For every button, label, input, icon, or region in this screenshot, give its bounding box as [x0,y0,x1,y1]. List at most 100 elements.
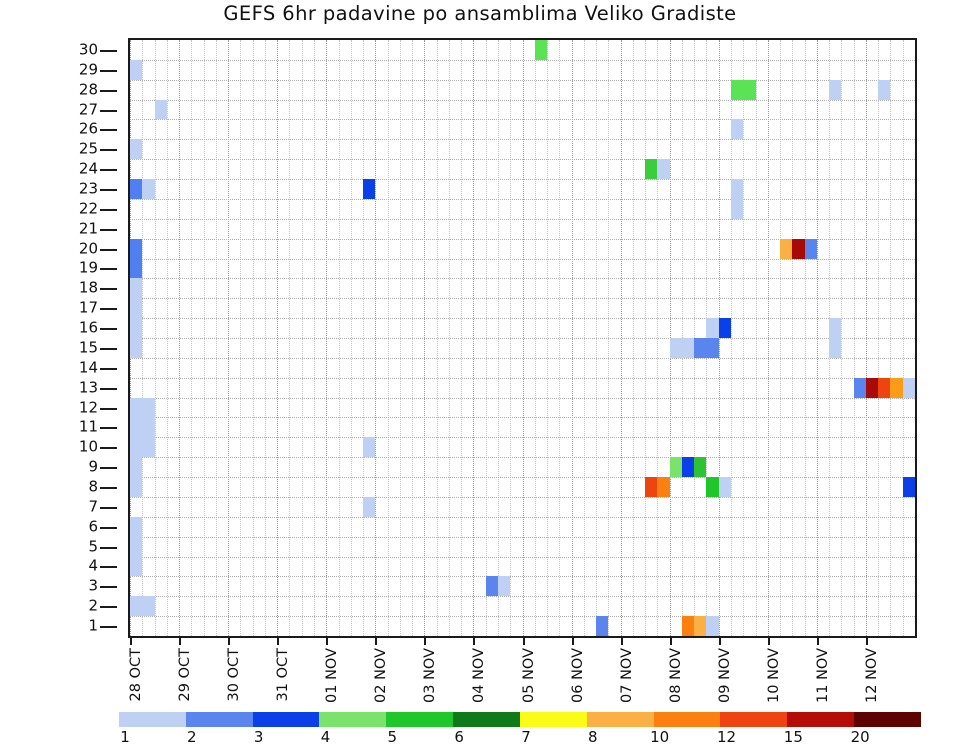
y-tick-mark [100,288,117,291]
heatmap-cell [718,477,732,497]
grid-line-horizontal [130,596,915,598]
heatmap-cell [718,318,732,338]
x-tick-mark [179,638,182,645]
grid-line-horizontal [130,556,915,558]
grid-line-horizontal [130,496,915,498]
grid-line-horizontal [130,377,915,379]
heatmap-cell [853,377,866,398]
colorbar-swatch [453,712,520,727]
x-tick-label: 09 NOV [716,648,733,703]
grid-line-horizontal [130,119,915,121]
x-tick-label: 28 OCT [128,648,144,702]
grid-line-horizontal [130,139,915,141]
x-tick-label: 02 NOV [373,648,390,703]
y-tick-label: 8 [88,477,98,496]
heatmap-cell [497,576,511,597]
heatmap-cell [890,377,903,398]
y-tick-mark [100,189,117,191]
y-tick-mark [100,328,117,331]
heatmap-cell [142,397,155,418]
heatmap-cell [363,496,376,517]
heatmap-cell [485,576,498,597]
y-tick-mark [100,546,117,549]
heatmap-cell [878,79,891,100]
y-tick-mark [100,566,117,569]
colorbar-swatch [319,712,387,727]
heatmap-cell [645,159,658,180]
grid-line-horizontal [130,258,915,260]
y-tick-mark [100,69,117,72]
heatmap-cell [130,596,143,617]
colorbar-tick-label: 1 [120,728,130,746]
heatmap-cell [130,516,143,537]
x-tick-label: 10 NOV [765,648,782,703]
x-tick-mark [228,638,231,645]
y-tick-label: 13 [78,378,98,397]
x-tick-label: 12 NOV [863,648,880,703]
heatmap-cell [681,457,695,478]
y-tick-mark [100,149,117,152]
colorbar-swatch [185,712,253,727]
y-axis: 30 29 28 27 26 25 24 23 22 21 20 19 18 17 16 15 14 13 12 11… [0,38,128,638]
y-tick-label: 28 [78,80,98,99]
grid-line-horizontal [130,298,915,300]
page-title: GEFS 6hr padavine po ansamblima Veliko G… [223,2,737,25]
colorbar-swatch [720,712,788,727]
y-tick-mark [100,248,117,251]
y-tick-mark [100,427,117,430]
y-tick-label: 18 [78,278,98,297]
x-tick-mark [424,638,427,645]
heatmap-cell [706,616,719,636]
heatmap-cell [694,457,707,478]
heatmap-cell [804,238,817,259]
heatmap-cell [902,477,915,497]
heatmap-cell [902,377,915,398]
grid-line-horizontal [130,616,915,618]
heatmap-cell [669,457,682,478]
colorbar-swatch [519,712,587,727]
y-tick-label: 15 [78,338,98,357]
heatmap-cell [130,536,143,557]
x-axis: 28 OCT 29 OCT 30 OCT 31 OCT 01 NOV 02 NOV 03 N… [128,638,917,742]
grid-line-horizontal [130,536,915,538]
heatmap-cell [130,278,143,299]
y-tick-label: 17 [78,298,98,317]
heatmap-cell [142,437,155,458]
y-tick-label: 21 [78,219,98,238]
y-tick-mark [100,49,117,52]
colorbar-tick-label: 6 [454,728,464,746]
y-tick-label: 16 [78,318,98,337]
grid-line-horizontal [130,516,915,518]
heatmap-cell [645,477,658,497]
x-tick-label: 06 NOV [569,648,586,703]
x-tick-label: 04 NOV [471,648,488,703]
heatmap-cell [130,318,143,338]
x-tick-label: 03 NOV [422,648,439,703]
heatmap-cell [669,338,682,358]
heatmap-cell [731,179,744,199]
grid-line-horizontal [130,318,915,320]
y-tick-mark [100,208,117,211]
heatmap-cell [130,59,143,80]
y-tick-label: 2 [88,596,98,615]
heatmap-cell [130,437,143,458]
heatmap-cell [130,457,143,478]
x-tick-mark [816,638,819,645]
heatmap-cell [142,417,155,438]
colorbar-swatch [119,712,186,727]
plot-area [128,38,917,638]
heatmap-cell [363,437,376,458]
y-tick-label: 23 [78,179,98,198]
y-tick-label: 6 [88,517,98,536]
y-tick-mark [100,487,117,489]
grid-line-horizontal [130,437,915,439]
heatmap-cell [731,198,744,219]
y-tick-mark [100,109,117,112]
y-tick-label: 9 [88,457,98,476]
heatmap-cell [792,238,805,259]
heatmap-cell [534,40,548,60]
heatmap-cell [130,556,143,577]
heatmap-cell [363,179,376,199]
x-tick-label: 08 NOV [667,648,684,703]
